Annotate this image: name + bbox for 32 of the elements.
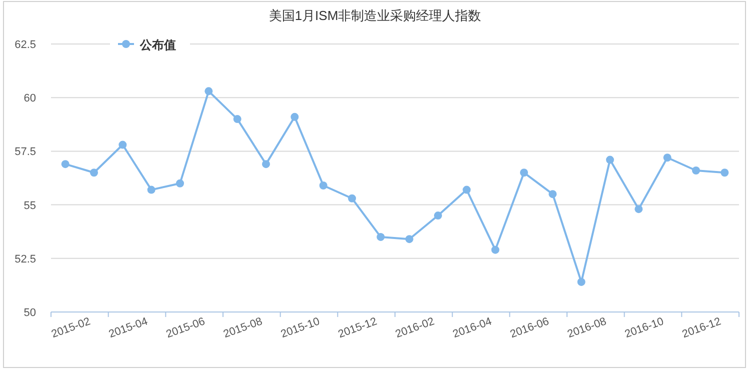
chart-title: 美国1月ISM非制造业采购经理人指数 (268, 8, 482, 23)
point (634, 205, 643, 214)
point (319, 182, 328, 190)
point (434, 212, 442, 220)
point (405, 235, 414, 244)
point (548, 190, 557, 198)
point (348, 194, 356, 202)
point (61, 160, 70, 168)
point (663, 154, 672, 162)
y-tick-label: 52.5 (14, 253, 36, 266)
point (118, 140, 127, 149)
y-tick-label: 62.5 (14, 39, 36, 51)
point (262, 160, 270, 168)
point (290, 112, 299, 121)
y-tick-label: 50 (24, 307, 36, 319)
point (233, 115, 242, 124)
point (147, 186, 156, 194)
point (462, 186, 471, 194)
point (90, 168, 98, 177)
point (720, 168, 729, 177)
point (577, 278, 586, 286)
point (692, 166, 700, 174)
point (204, 87, 213, 96)
y-tick-label: 55 (24, 200, 36, 212)
y-tick-label: 60 (24, 92, 36, 105)
legend-label: 公布值 (139, 38, 176, 52)
point (606, 156, 614, 164)
point (520, 168, 528, 177)
point (491, 246, 500, 254)
y-tick-label: 57.5 (14, 146, 36, 158)
point (376, 232, 385, 241)
point (176, 179, 184, 188)
